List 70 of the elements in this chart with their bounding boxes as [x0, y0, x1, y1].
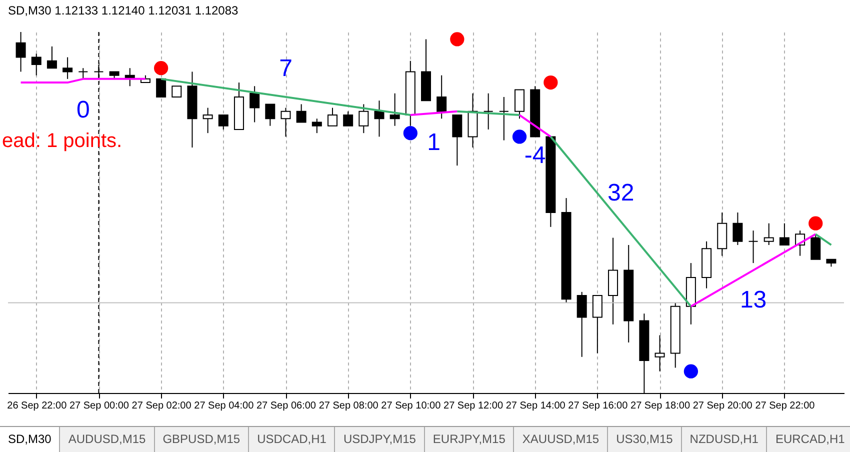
candlestick [156, 78, 166, 98]
x-tick-label: 27 Sep 14:00 [506, 400, 566, 412]
text: US30,M15 [608, 427, 682, 452]
candlestick [764, 222, 774, 246]
x-tick-label: 27 Sep 00:00 [69, 400, 130, 412]
candlestick [576, 291, 587, 358]
text: GBPUSD,M15 [154, 427, 250, 452]
candlestick [654, 334, 665, 372]
point [512, 130, 527, 144]
candlestick [779, 222, 790, 246]
series-label: -4 [524, 142, 546, 169]
x-tick-label: 27 Sep 08:00 [318, 400, 379, 412]
candlestick [592, 295, 602, 354]
candlestick [390, 92, 400, 126]
candlestick [358, 104, 369, 134]
chart-title: SD,M30 1.12133 1.12140 1.12031 1.12083 [8, 4, 239, 18]
annotation: ead: 1 points. [2, 130, 122, 153]
point [154, 61, 168, 76]
point [684, 364, 698, 378]
candlestick [250, 86, 260, 123]
text: XAUUSD,M15 [514, 427, 608, 452]
point [808, 216, 823, 230]
candlestick [748, 230, 758, 264]
text: USDJPY,M15 [335, 427, 425, 452]
x-tick-label: 27 Sep 16:00 [568, 400, 628, 412]
candlestick [483, 92, 494, 130]
x-tick-label: 27 Sep 20:00 [692, 400, 753, 412]
candlestick [280, 107, 291, 138]
candlestick [62, 56, 73, 80]
candlestick [312, 118, 322, 134]
point [403, 126, 418, 140]
candlestick [452, 114, 462, 166]
candlestick [343, 110, 354, 126]
text: EURJPY,M15 [424, 427, 514, 452]
text: USDCAD,H1 [249, 427, 336, 452]
candlestick [374, 100, 384, 138]
x-tick-label: 27 Sep 02:00 [132, 400, 192, 412]
series-label: 13 [740, 286, 767, 314]
x-tick-label: 27 Sep 06:00 [256, 400, 316, 412]
point [544, 75, 558, 90]
candlestick [265, 104, 276, 126]
x-tick-label: 27 Sep 12:00 [444, 400, 504, 412]
x-tick-label: 27 Sep 04:00 [194, 400, 254, 412]
candlestick [16, 32, 26, 72]
x-tick-label: 27 Sep 10:00 [381, 400, 442, 412]
candlestick [172, 86, 182, 98]
candlestick [202, 107, 213, 134]
candlestick [46, 46, 57, 69]
candlestick [218, 114, 228, 130]
candlestick [514, 89, 525, 120]
candlestick [810, 234, 821, 260]
series-label: 7 [279, 54, 292, 82]
point [450, 32, 464, 46]
text: SD,M30 [0, 427, 60, 452]
candlestick [296, 104, 306, 123]
series-label: 32 [607, 180, 634, 207]
candlestick [436, 74, 447, 120]
candlestick [78, 68, 88, 80]
series-label: 0 [76, 96, 90, 124]
text: NZDUSD,H1 [682, 427, 768, 452]
candlestick [732, 212, 743, 246]
text: AUDUSD,M15 [60, 427, 155, 452]
x-tick-label: 26 Sep 22:00 [7, 400, 68, 412]
series-label: 1 [427, 129, 440, 156]
x-tick-label: 27 Sep 18:00 [630, 400, 690, 412]
candlestick [31, 53, 42, 76]
text: EURCAD,H1 [767, 427, 850, 452]
candlestick [498, 96, 509, 141]
candlestick [327, 107, 338, 126]
x-tick-label: 27 Sep 22:00 [755, 400, 816, 412]
